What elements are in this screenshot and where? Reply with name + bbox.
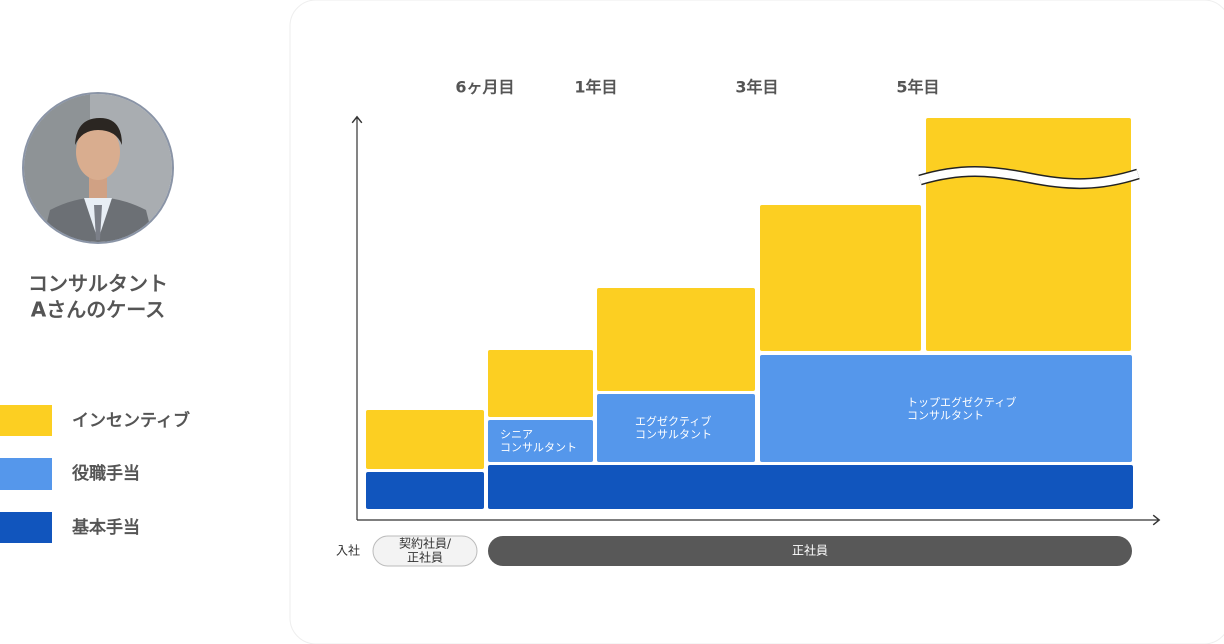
contract-pill [372, 535, 478, 567]
photo-border [22, 92, 174, 244]
block-label: エグゼクティブ [635, 414, 711, 428]
time-label: 6ヶ月目 [455, 78, 514, 97]
base-block [488, 465, 1133, 509]
time-label: 3年目 [735, 78, 778, 97]
incentive-block [926, 118, 1131, 351]
block-label: シニア [500, 428, 533, 441]
time-label: 1年目 [574, 78, 617, 97]
block-label: コンサルタント [500, 441, 577, 454]
position-block [760, 355, 1132, 462]
start-label: 入社 [336, 543, 360, 558]
contract-label: 契約社員/ [399, 536, 452, 551]
block-label: トップエグゼクティブ [907, 395, 1016, 409]
time-label: 5年目 [896, 78, 939, 97]
block-label: コンサルタント [635, 428, 712, 441]
profile-photo [24, 94, 172, 242]
legend-label: インセンティブ [72, 410, 190, 431]
base-block [366, 472, 484, 509]
legend-label: 役職手当 [71, 463, 140, 484]
regular-pill [488, 536, 1132, 566]
legend-swatch [0, 458, 52, 490]
position-block [597, 394, 755, 462]
incentive-block [760, 205, 921, 351]
incentive-block [597, 288, 755, 391]
contract-label: 正社員 [407, 550, 443, 565]
legend-swatch [0, 405, 52, 436]
profile-title: Aさんのケース [31, 298, 165, 322]
profile-title: コンサルタント [28, 272, 168, 296]
incentive-block [488, 350, 593, 417]
position-block [488, 420, 593, 462]
blocks [366, 118, 1140, 509]
legend-swatch [0, 512, 52, 543]
incentive-block [366, 410, 484, 469]
block-label: コンサルタント [907, 409, 984, 422]
legend-label: 基本手当 [71, 517, 140, 538]
break-mark [918, 167, 1140, 188]
regular-label: 正社員 [792, 543, 828, 558]
